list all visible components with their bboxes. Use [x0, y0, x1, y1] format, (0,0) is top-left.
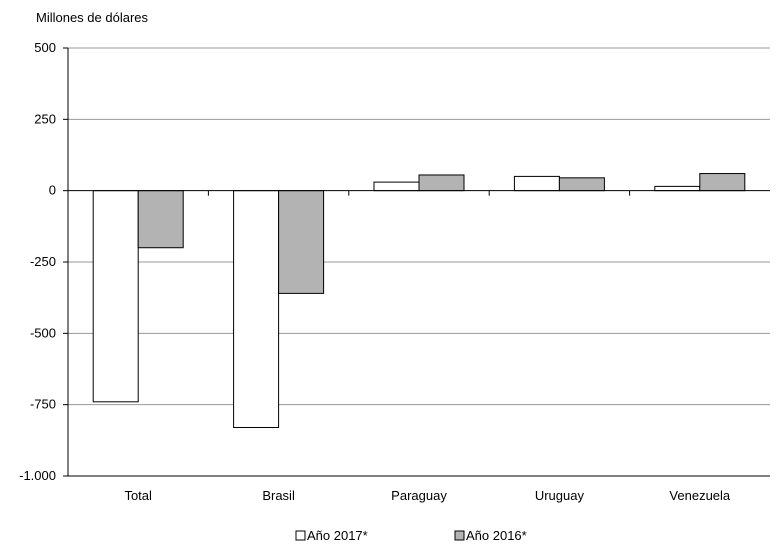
gridlines [68, 47, 770, 406]
y-tick-label: -500 [30, 325, 56, 340]
y-axis-label: Millones de dólares [36, 10, 149, 25]
legend-label: Año 2016* [466, 528, 527, 543]
bars [92, 173, 746, 428]
bar [558, 177, 605, 192]
x-tick-label: Total [124, 488, 152, 503]
bar [654, 185, 701, 192]
legend-swatch [295, 530, 306, 541]
y-tick-label: -250 [30, 254, 56, 269]
bar [137, 190, 184, 249]
y-tick-label: 500 [34, 40, 56, 55]
y-tick-label: 0 [49, 183, 56, 198]
axes [63, 47, 770, 477]
x-tick-labels: Total Brasil Paraguay Uruguay Venezuela [124, 488, 730, 503]
bar [418, 174, 465, 192]
bar [699, 173, 746, 192]
bar [373, 181, 420, 192]
y-tick-label: 250 [34, 111, 56, 126]
y-tick-label: -750 [30, 397, 56, 412]
bar [233, 190, 280, 428]
x-tick-label: Venezuela [669, 488, 730, 503]
x-tick-label: Paraguay [391, 488, 447, 503]
y-tick-labels: 500 250 0 -250 -500 -750 -1.000 [19, 40, 56, 483]
legend-label: Año 2017* [307, 528, 368, 543]
legend: Año 2017* Año 2016* [295, 528, 527, 543]
x-tick-label: Brasil [262, 488, 295, 503]
legend-swatch [454, 530, 465, 541]
bar [278, 190, 325, 294]
x-tick-label: Uruguay [535, 488, 585, 503]
bar [513, 175, 560, 192]
bar [92, 190, 139, 403]
y-tick-label: -1.000 [19, 468, 56, 483]
